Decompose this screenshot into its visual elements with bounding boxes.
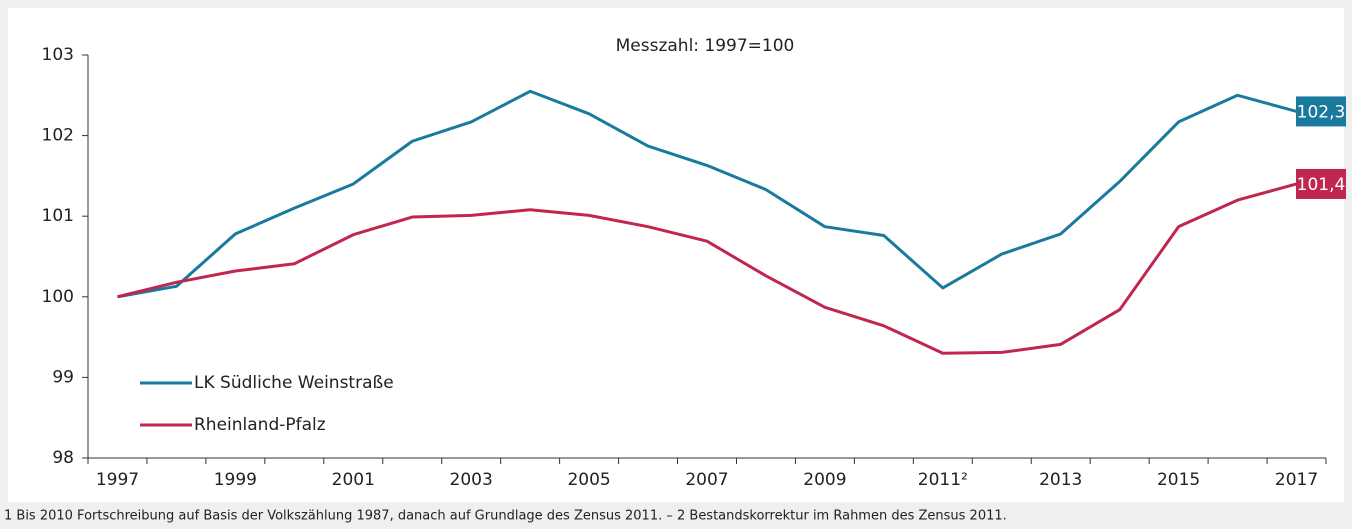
end-label-box: [1296, 96, 1346, 127]
series-line: [117, 89, 1297, 299]
end-label-box: [1296, 168, 1346, 199]
y-tick-label: 102: [42, 126, 74, 146]
x-tick-label: 2009: [803, 470, 846, 490]
x-tick-label: 2013: [1039, 470, 1082, 490]
x-tick-label: 2005: [567, 470, 610, 490]
y-tick-label: 101: [42, 206, 74, 226]
footnote: 1 Bis 2010 Fortschreibung auf Basis der …: [4, 509, 1007, 524]
end-label: 102,3: [1297, 102, 1346, 122]
end-label: 101,4: [1297, 175, 1346, 195]
y-tick-label: 100: [42, 287, 74, 307]
y-tick-label: 98: [52, 448, 74, 468]
series-line: [117, 182, 1297, 355]
x-tick-label: 1999: [214, 470, 257, 490]
chart-title: Messzahl: 1997=100: [616, 36, 795, 56]
legend-label: LK Südliche Weinstraße: [194, 373, 394, 393]
y-tick-label: 103: [42, 45, 74, 65]
x-tick-label: 2007: [685, 470, 728, 490]
plot-background: [8, 8, 1344, 502]
x-tick-label: 2001: [332, 470, 375, 490]
y-tick-label: 99: [52, 367, 74, 387]
legend-label: Rheinland-Pfalz: [194, 415, 326, 435]
x-tick-label: 2003: [450, 470, 493, 490]
x-tick-label: 2011²: [918, 470, 968, 490]
x-tick-label: 1997: [96, 470, 139, 490]
x-tick-label: 2017: [1275, 470, 1318, 490]
x-tick-label: 2015: [1157, 470, 1200, 490]
